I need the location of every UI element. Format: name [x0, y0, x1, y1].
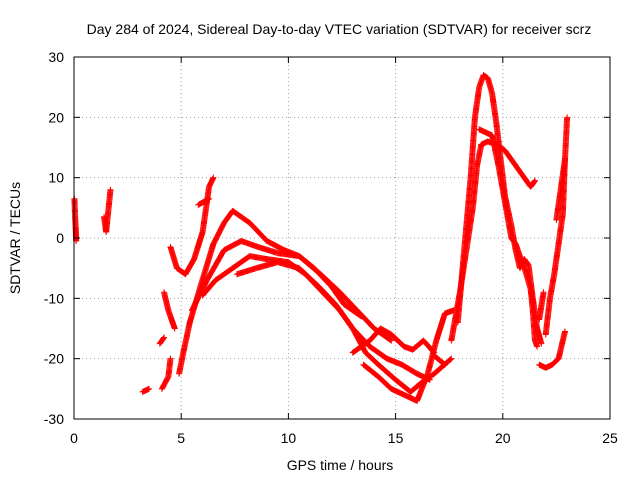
plus-marker: [446, 356, 453, 363]
x-tick-label: 15: [388, 430, 404, 446]
plus-marker: [107, 186, 114, 193]
x-tick-label: 25: [602, 430, 618, 446]
plus-marker: [160, 335, 167, 342]
series-track-r: [476, 126, 541, 350]
data-marks: [71, 72, 571, 404]
plus-marker: [206, 195, 213, 202]
plus-marker: [388, 337, 395, 344]
series-track-j: [195, 195, 213, 208]
plus-marker: [387, 336, 394, 343]
y-axis-label: SDTVAR / TECUs: [7, 182, 23, 294]
y-tick-label: 0: [56, 230, 64, 246]
x-tick-label: 5: [177, 430, 185, 446]
plus-marker: [538, 340, 545, 347]
y-tick-labels: -30 -20 -10 0 10 20 30: [44, 49, 64, 427]
x-axis-label: GPS time / hours: [287, 457, 394, 473]
plus-marker: [146, 385, 153, 392]
y-tick-label: 10: [48, 170, 64, 186]
x-tick-labels: 0 5 10 15 20 25: [70, 430, 618, 446]
plus-marker: [210, 174, 217, 181]
plus-marker: [447, 356, 454, 363]
plus-marker: [561, 328, 568, 335]
plus-marker: [441, 361, 448, 368]
series-track-g: [167, 174, 217, 278]
series-track-o: [431, 352, 448, 368]
x-tick-label: 10: [281, 430, 297, 446]
plus-marker: [540, 289, 547, 296]
series-track-m: [349, 325, 438, 356]
x-tick-label: 20: [495, 430, 511, 446]
plus-marker: [534, 343, 541, 350]
series-track-s: [536, 289, 547, 323]
plus-marker: [167, 355, 174, 362]
series-track-c: [139, 385, 153, 395]
series-track-v: [553, 114, 571, 223]
plus-marker: [531, 178, 538, 185]
x-tick-label: 0: [70, 430, 78, 446]
series-track-d: [158, 355, 174, 392]
y-tick-label: -20: [44, 351, 64, 367]
plus-marker: [448, 355, 455, 362]
plus-marker: [564, 114, 571, 121]
plus-marker: [171, 325, 178, 332]
y-tick-label: -10: [44, 290, 64, 306]
y-tick-label: 30: [48, 49, 64, 65]
series-track-f: [161, 289, 178, 332]
plus-marker: [161, 334, 168, 341]
series-track-e: [156, 334, 168, 347]
chart-title: Day 284 of 2024, Sidereal Day-to-day VTE…: [87, 21, 592, 37]
axis-ticks: [73, 56, 611, 420]
plus-marker: [531, 177, 538, 184]
series-track-n: [360, 307, 457, 404]
y-tick-label: -30: [44, 411, 64, 427]
series-track-b: [101, 186, 114, 235]
plus-marker: [441, 361, 448, 368]
y-tick-label: 20: [48, 109, 64, 125]
series-track-t: [536, 328, 568, 371]
